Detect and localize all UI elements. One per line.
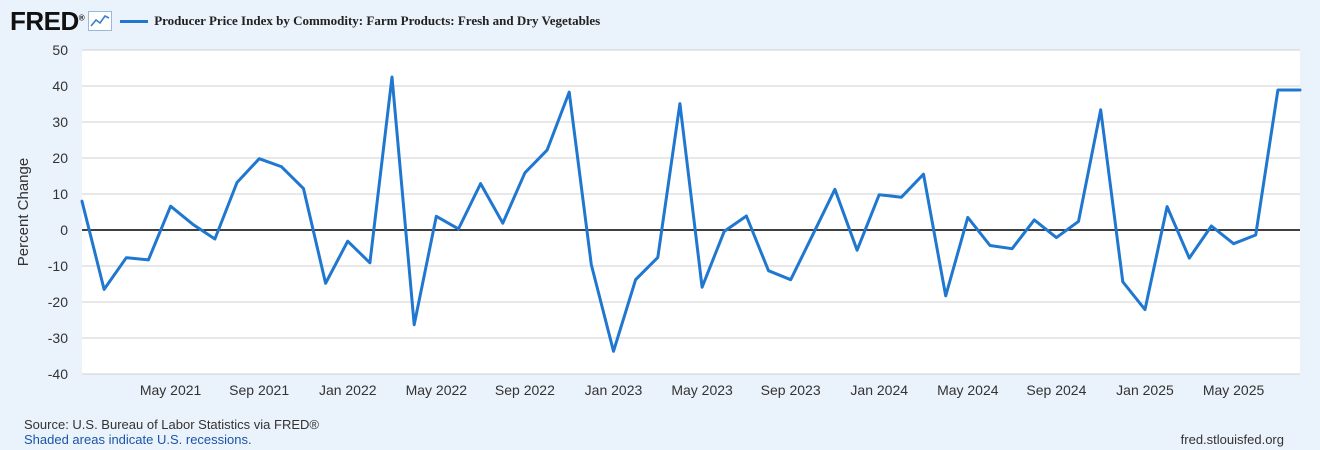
y-tick-label: 50 [52, 42, 68, 58]
fred-logo[interactable]: FRED® [10, 5, 85, 37]
data-point[interactable] [411, 322, 417, 328]
data-point[interactable] [655, 254, 661, 260]
fred-logo-text: FRED [10, 5, 79, 36]
data-point[interactable] [478, 181, 484, 187]
y-tick-label: 40 [52, 78, 68, 94]
source-note: Source: U.S. Bureau of Labor Statistics … [24, 417, 319, 432]
x-tick-label: May 2024 [937, 382, 999, 398]
data-point[interactable] [610, 348, 616, 354]
data-point[interactable] [832, 186, 838, 192]
data-point[interactable] [766, 268, 772, 274]
plot-area [82, 50, 1300, 374]
data-point[interactable] [1098, 107, 1104, 113]
series-layer [79, 74, 1303, 354]
x-tick-label: Jan 2024 [850, 382, 908, 398]
data-point[interactable] [633, 277, 639, 283]
legend-series-label: Producer Price Index by Commodity: Farm … [154, 13, 601, 28]
x-axis-ticks: May 2021 Sep 2021 Jan 2022 May 2022 Sep 2022… [140, 382, 1265, 398]
data-point[interactable] [987, 242, 993, 248]
data-point[interactable] [743, 213, 749, 219]
data-point[interactable] [677, 101, 683, 107]
data-point[interactable] [323, 280, 329, 286]
x-tick-label: Sep 2022 [495, 382, 555, 398]
trend-line-icon [88, 11, 113, 31]
chart-header: FRED® Producer Price Index by Commodity:… [10, 6, 600, 36]
y-tick-label: 0 [60, 222, 68, 238]
x-tick-label: May 2025 [1203, 382, 1265, 398]
data-point[interactable] [168, 203, 174, 209]
data-point[interactable] [123, 255, 129, 261]
data-point[interactable] [1164, 204, 1170, 210]
chart-legend[interactable]: Producer Price Index by Commodity: Farm … [120, 13, 600, 29]
y-tick-label: -10 [48, 258, 68, 274]
data-point[interactable] [389, 74, 395, 80]
x-tick-label: May 2023 [671, 382, 733, 398]
data-point[interactable] [1120, 279, 1126, 285]
data-point[interactable] [278, 164, 284, 170]
x-tick-label: Jan 2022 [319, 382, 377, 398]
data-point[interactable] [522, 170, 528, 176]
data-point[interactable] [1231, 241, 1237, 247]
data-point[interactable] [1297, 87, 1303, 93]
data-point[interactable] [1053, 235, 1059, 241]
data-point[interactable] [699, 284, 705, 290]
data-point[interactable] [788, 277, 794, 283]
data-point[interactable] [1009, 246, 1015, 252]
y-tick-label: 30 [52, 114, 68, 130]
data-point[interactable] [345, 238, 351, 244]
data-point[interactable] [721, 228, 727, 234]
data-point[interactable] [965, 214, 971, 220]
data-point[interactable] [588, 262, 594, 268]
data-point[interactable] [256, 156, 262, 162]
data-point[interactable] [898, 194, 904, 200]
y-tick-label: 20 [52, 150, 68, 166]
data-point[interactable] [433, 213, 439, 219]
x-tick-label: Jan 2023 [585, 382, 643, 398]
data-point[interactable] [1076, 218, 1082, 224]
x-tick-label: Jan 2025 [1116, 382, 1174, 398]
data-point[interactable] [212, 236, 218, 242]
x-tick-label: May 2021 [140, 382, 202, 398]
line-chart: 50 40 30 20 10 0 -10 -20 -30 -40 May 2021 Sep 2021… [15, 42, 1303, 398]
data-point[interactable] [1031, 217, 1037, 223]
x-tick-label: May 2022 [406, 382, 468, 398]
data-point[interactable] [943, 293, 949, 299]
recession-note-link[interactable]: Shaded areas indicate U.S. recessions. [24, 432, 252, 447]
y-tick-label: -40 [48, 366, 68, 382]
data-point[interactable] [1275, 87, 1281, 93]
data-point[interactable] [1186, 255, 1192, 261]
x-tick-label: Sep 2021 [229, 382, 289, 398]
data-point[interactable] [190, 221, 196, 227]
y-tick-label: -30 [48, 330, 68, 346]
y-tick-label: -20 [48, 294, 68, 310]
data-point[interactable] [367, 260, 373, 266]
fred-url[interactable]: fred.stlouisfed.org [1180, 432, 1284, 447]
x-tick-label: Sep 2024 [1026, 382, 1086, 398]
data-point[interactable] [145, 257, 151, 263]
data-point[interactable] [300, 186, 306, 192]
data-point[interactable] [455, 226, 461, 232]
y-axis-ticks: 50 40 30 20 10 0 -10 -20 -30 -40 [48, 42, 68, 382]
data-point[interactable] [234, 179, 240, 185]
y-tick-label: 10 [52, 186, 68, 202]
data-point[interactable] [101, 286, 107, 292]
data-point[interactable] [1253, 232, 1259, 238]
y-axis-label: Percent Change [15, 158, 32, 266]
data-point[interactable] [500, 220, 506, 226]
data-point[interactable] [79, 198, 85, 204]
data-point[interactable] [544, 147, 550, 153]
legend-swatch [120, 19, 149, 23]
data-point[interactable] [566, 89, 572, 95]
data-point[interactable] [810, 232, 816, 238]
data-point[interactable] [921, 171, 927, 177]
data-point[interactable] [876, 192, 882, 198]
fred-logo-registered-mark: ® [78, 12, 85, 22]
data-point[interactable] [1142, 307, 1148, 313]
x-tick-label: Sep 2023 [761, 382, 821, 398]
series-line[interactable] [80, 75, 1302, 353]
data-point[interactable] [1208, 223, 1214, 229]
data-point[interactable] [854, 247, 860, 253]
